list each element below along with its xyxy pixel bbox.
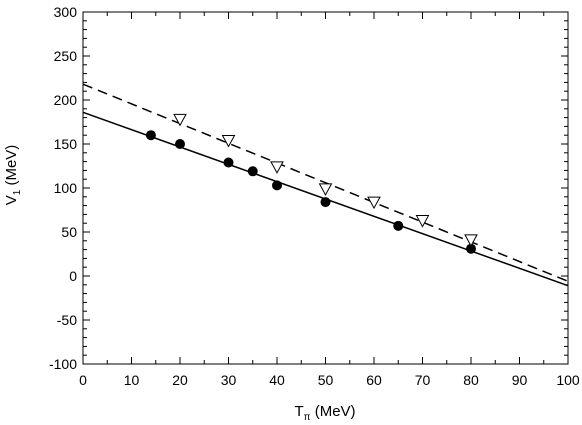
open-triangle-marker bbox=[464, 234, 478, 247]
x-tick-label: 90 bbox=[512, 372, 528, 388]
x-tick-label: 20 bbox=[172, 372, 188, 388]
y-tick-label: 0 bbox=[69, 268, 77, 284]
y-tick-label: 100 bbox=[54, 180, 78, 196]
y-tick-label: 200 bbox=[54, 92, 78, 108]
axis-ticks bbox=[82, 11, 569, 365]
x-tick-label: 60 bbox=[366, 372, 382, 388]
x-tick-label: 80 bbox=[463, 372, 479, 388]
filled-circle-marker bbox=[145, 130, 156, 141]
data-markers bbox=[145, 113, 478, 254]
y-tick-label: 150 bbox=[54, 136, 78, 152]
filled-circle-marker bbox=[223, 157, 234, 168]
filled-circle-marker bbox=[247, 166, 258, 177]
filled-circle-marker bbox=[175, 139, 185, 149]
x-axis-label: Tπ (MeV) bbox=[294, 403, 355, 423]
x-tick-label: 30 bbox=[221, 372, 237, 388]
filled-circle-marker bbox=[272, 180, 282, 191]
y-tick-label: -50 bbox=[57, 312, 77, 328]
x-tick-label: 100 bbox=[556, 372, 580, 388]
y-axis-label: V1 (MeV) bbox=[3, 145, 23, 206]
filled-circle-marker bbox=[466, 243, 476, 254]
y-tick-label: 250 bbox=[54, 48, 78, 64]
x-tick-label: 70 bbox=[415, 372, 431, 388]
dashed-fit-line bbox=[82, 83, 569, 282]
filled-circle-marker bbox=[393, 220, 404, 231]
y-tick-label: 50 bbox=[61, 224, 77, 240]
x-tick-label: 50 bbox=[318, 372, 334, 388]
open-triangle-marker bbox=[318, 183, 333, 196]
x-tick-label: 10 bbox=[124, 372, 140, 388]
x-tick-label: 0 bbox=[79, 372, 87, 388]
tick-labels: 0 10 20 30 40 50 60 70 80 90 100 -100 -50 0 50 100 150 20… bbox=[49, 4, 580, 388]
open-triangle-marker bbox=[367, 196, 381, 210]
open-triangle-marker bbox=[270, 161, 284, 174]
open-triangle-marker bbox=[173, 113, 187, 127]
open-triangle-marker bbox=[415, 215, 430, 228]
y-tick-label: 300 bbox=[54, 4, 78, 20]
y-tick-label: -100 bbox=[49, 356, 77, 372]
filled-circle-marker bbox=[320, 197, 331, 208]
open-triangle-marker bbox=[221, 134, 236, 148]
x-tick-label: 40 bbox=[269, 372, 285, 388]
